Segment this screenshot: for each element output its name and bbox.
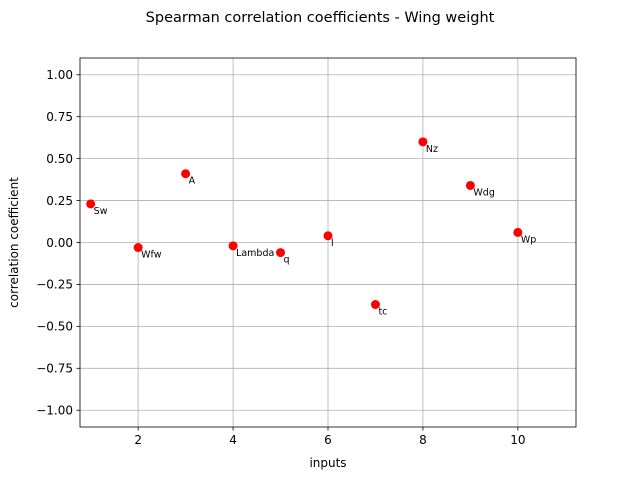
x-tick-label: 2 [134,433,142,447]
plot-frame [79,57,577,428]
y-tick-label: 0.75 [46,110,73,124]
point-label-wfw: Wfw [141,250,162,261]
y-tick-label: 0.25 [46,194,73,208]
point-label-l: l [331,238,334,249]
point-label-tc: tc [378,307,387,318]
point-label-lambda: Lambda [236,248,274,259]
point-label-nz: Nz [426,144,438,155]
data-point-q [276,248,286,258]
point-label-a: A [189,176,196,187]
x-tick-label: 4 [229,433,237,447]
data-point-l [323,231,333,241]
point-label-wp: Wp [521,234,536,245]
point-label-wdg: Wdg [473,187,494,198]
data-point-nz [418,137,428,147]
y-tick-label: −1.00 [36,404,73,418]
grid [80,58,576,427]
point-label-q: q [284,255,290,266]
y-tick-label: −0.75 [36,362,73,376]
data-point-lambda [228,241,238,251]
x-tick-label: 10 [510,433,525,447]
data-point-wp [513,227,523,237]
axis-ticks: 2 4 6 8 10 1.00 0.75 0.50 0.25 0.00 −0.25 −0.50 −0.7… [36,68,525,447]
point-label-sw: Sw [94,206,108,217]
y-tick-label: 0.50 [46,152,73,166]
data-point-a [181,169,191,179]
x-tick-label: 6 [324,433,332,447]
data-point-wdg [465,180,475,190]
y-tick-label: −0.25 [36,278,73,292]
y-tick-label: −0.50 [36,320,73,334]
chart-title: Spearman correlation coefficients - Wing… [146,10,495,26]
x-axis-label: inputs [309,456,346,470]
data-point-wfw [133,243,143,253]
y-axis-label: correlation coefficient [7,177,21,308]
data-point-tc [370,300,380,310]
y-tick-label: 1.00 [46,68,73,82]
x-tick-label: 8 [419,433,427,447]
data-point-sw [86,199,96,209]
y-tick-label: 0.00 [46,236,73,250]
